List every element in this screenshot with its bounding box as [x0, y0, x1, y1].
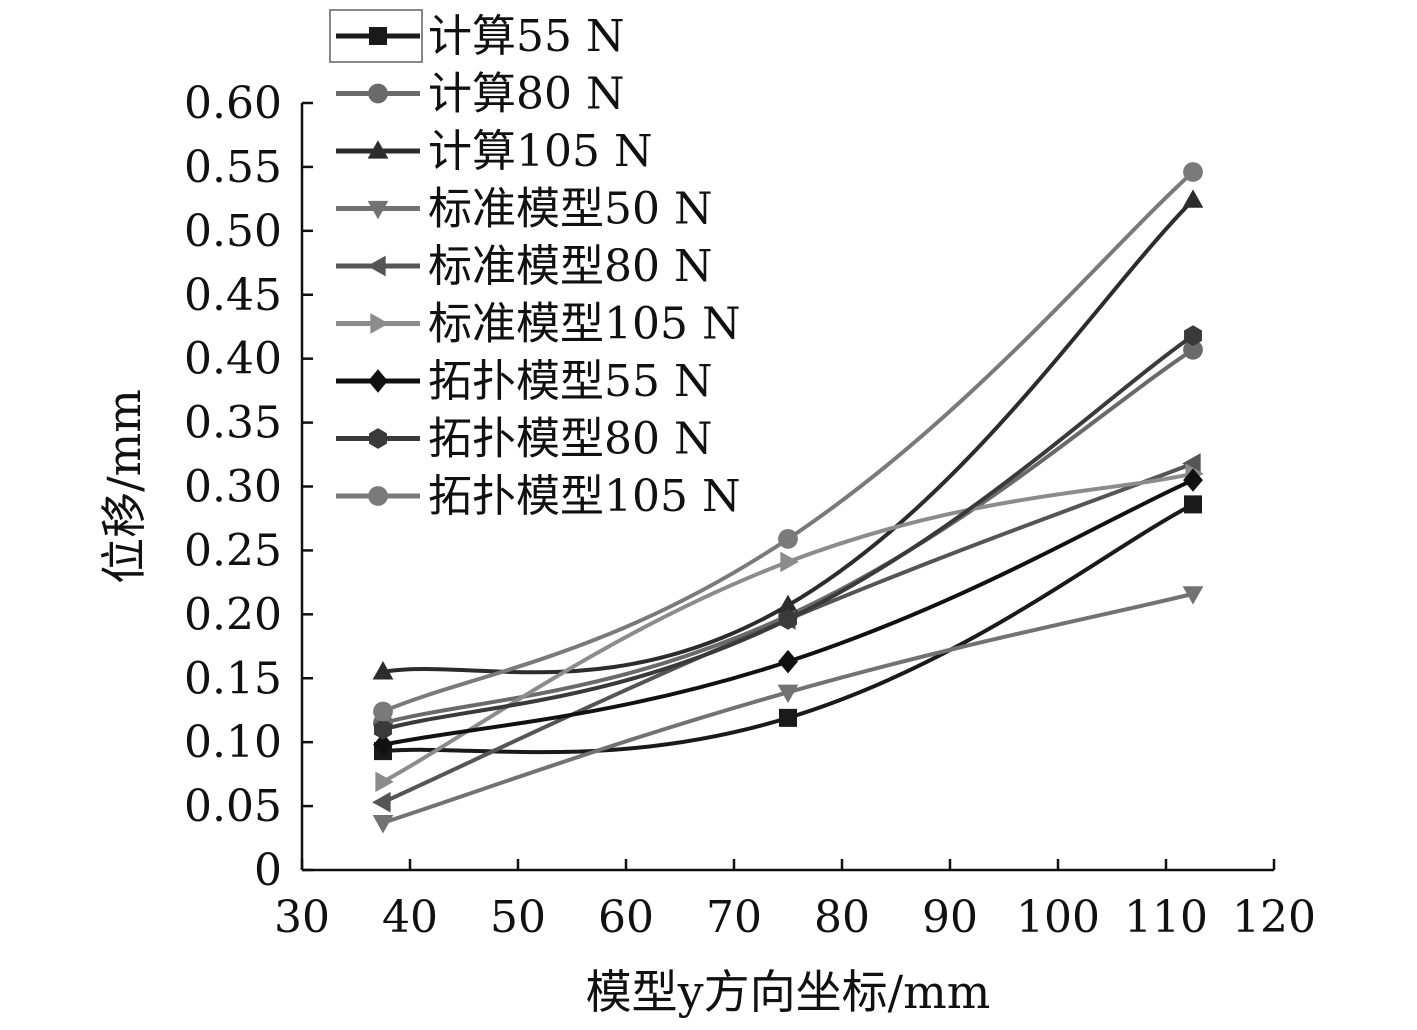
- legend-label: 拓扑模型55 N: [428, 356, 712, 407]
- data-point-marker: [1183, 339, 1203, 360]
- data-point-marker: [1182, 586, 1204, 605]
- series: [372, 586, 1204, 834]
- legend-item: 标准模型50 N: [336, 184, 712, 235]
- data-point-marker: [1183, 162, 1203, 182]
- data-point-marker: [1182, 189, 1204, 208]
- x-tick-label: 70: [706, 892, 762, 943]
- y-tick-label: 0.05: [184, 781, 282, 832]
- legend-label: 标准模型50 N: [428, 184, 712, 235]
- data-point-marker: [780, 551, 799, 573]
- data-point-marker: [777, 684, 799, 704]
- data-point-marker: [367, 140, 389, 159]
- series: [373, 468, 1203, 757]
- legend-label: 计算55 N: [428, 11, 624, 62]
- y-tick-label: 0.10: [184, 717, 282, 768]
- data-point-marker: [373, 733, 393, 757]
- data-point-marker: [370, 313, 389, 334]
- x-tick-label: 80: [814, 892, 870, 943]
- data-point-marker: [777, 594, 799, 614]
- y-tick-label: 0.50: [184, 206, 282, 257]
- legend-label: 计算80 N: [428, 69, 624, 120]
- data-point-marker: [1183, 468, 1203, 492]
- data-point-marker: [367, 255, 386, 277]
- x-axis-title: 模型y方向坐标/mm: [586, 965, 991, 1019]
- legend-item: 拓扑模型55 N: [336, 356, 712, 407]
- data-point-marker: [369, 27, 387, 45]
- x-tick-label: 120: [1232, 892, 1316, 943]
- x-tick-label: 40: [382, 892, 438, 943]
- data-point-marker: [1184, 325, 1202, 347]
- legend-label: 拓扑模型105 N: [428, 471, 740, 522]
- y-tick-label: 0.15: [184, 653, 282, 704]
- y-tick-label: 0.25: [184, 525, 282, 576]
- x-tick-label: 60: [598, 892, 654, 943]
- data-point-marker: [778, 529, 798, 549]
- series-line: [382, 198, 1195, 675]
- data-point-marker: [368, 486, 388, 506]
- legend-item: 计算80 N: [336, 69, 624, 120]
- plot-area: 0 0.05 0.10 0.15 0.20 0.25 0.30 0.35 0.40 0.45 0.5…: [184, 78, 1316, 943]
- data-point-marker: [367, 200, 389, 220]
- x-tick-label: 90: [922, 892, 978, 943]
- series: [374, 325, 1202, 740]
- x-tick-label: 50: [490, 892, 546, 943]
- y-tick-label: 0.60: [184, 78, 282, 129]
- legend-label: 拓扑模型80 N: [428, 414, 712, 465]
- data-point-marker: [1182, 453, 1201, 474]
- data-point-marker: [369, 428, 387, 449]
- legend-item: 拓扑模型105 N: [336, 471, 740, 522]
- y-tick-label: 0.35: [184, 398, 282, 449]
- legend-label: 标准模型80 N: [428, 241, 712, 292]
- legend-highlight-box: [329, 9, 423, 63]
- legend-item: 计算105 N: [336, 126, 652, 177]
- data-point-marker: [372, 661, 394, 680]
- data-point-marker: [374, 719, 392, 740]
- legend-label: 标准模型105 N: [428, 299, 740, 350]
- data-point-marker: [375, 771, 394, 793]
- y-tick-label: 0.45: [184, 270, 282, 321]
- data-point-marker: [372, 815, 394, 834]
- series: [373, 162, 1203, 722]
- y-tick-label: 0.30: [184, 462, 282, 513]
- data-point-marker: [1184, 495, 1202, 514]
- data-point-marker: [368, 369, 388, 393]
- series-layer: [372, 162, 1204, 834]
- legend: 计算55 N 计算80 N 计算105 N 标准模型50 N 标准模型80 N 标准模型1…: [329, 9, 740, 522]
- data-point-marker: [779, 708, 797, 727]
- y-tick-label: 0.20: [184, 589, 282, 640]
- x-tick-label: 110: [1124, 892, 1208, 943]
- y-axis-title: 位移/mm: [97, 389, 151, 584]
- legend-label: 计算105 N: [428, 126, 652, 177]
- legend-item: 拓扑模型80 N: [336, 414, 712, 465]
- y-tick-label: 0: [254, 845, 282, 896]
- data-point-marker: [373, 701, 393, 722]
- legend-item: 计算55 N: [336, 11, 624, 62]
- legend-item: 标准模型80 N: [336, 241, 712, 292]
- y-tick-label: 0.40: [184, 334, 282, 385]
- y-tick-label: 0.55: [184, 142, 282, 193]
- x-tick-label: 100: [1016, 892, 1100, 943]
- data-point-marker: [372, 791, 391, 813]
- x-tick-label: 30: [274, 892, 330, 943]
- data-point-marker: [368, 83, 388, 104]
- series: [372, 189, 1204, 680]
- data-point-marker: [779, 609, 797, 630]
- legend-item: 标准模型105 N: [336, 299, 740, 350]
- data-point-marker: [778, 649, 798, 674]
